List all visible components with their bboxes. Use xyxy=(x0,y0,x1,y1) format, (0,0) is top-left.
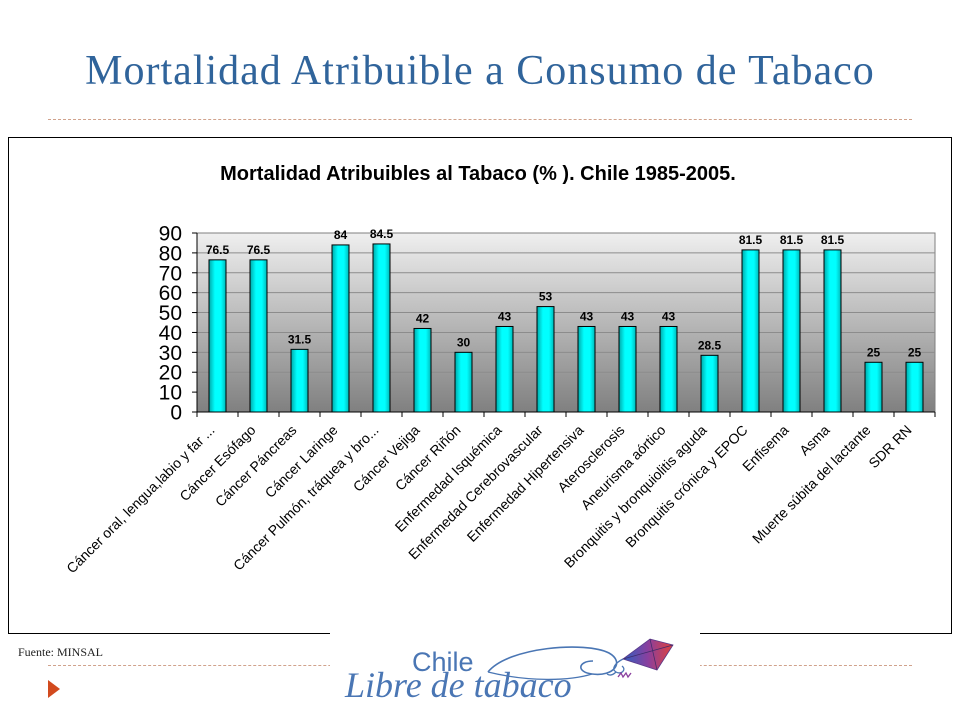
x-tick-label-1: Cáncer oral, lengua,labio y far ... xyxy=(63,422,217,576)
bar-11 xyxy=(618,325,637,413)
data-label-8: 43 xyxy=(498,309,512,323)
logo-text-tagline: Libre de tabaco xyxy=(345,665,572,705)
bar-15 xyxy=(782,249,801,413)
data-label-3: 31.5 xyxy=(288,332,312,346)
kite-spar-vertical xyxy=(649,638,658,671)
data-label-1: 76.5 xyxy=(206,243,230,257)
kite-shape xyxy=(622,638,674,671)
bar-17 xyxy=(864,361,883,413)
bar-13 xyxy=(700,354,719,413)
bar-2 xyxy=(249,259,268,413)
y-tick-label-50: 50 xyxy=(159,302,182,325)
data-label-7: 30 xyxy=(457,335,471,349)
bar-14 xyxy=(741,249,760,413)
bar-4 xyxy=(331,244,350,413)
kite-spar-horizontal xyxy=(622,644,674,660)
logo-text-chile: Chile xyxy=(412,647,474,677)
x-tick-label-18: SDR RN xyxy=(865,422,914,471)
bar-7 xyxy=(454,351,473,413)
kite-tail xyxy=(617,671,632,679)
y-tick-label-0: 0 xyxy=(170,402,182,425)
y-tick-label-20: 20 xyxy=(159,362,182,385)
data-label-6: 42 xyxy=(416,311,430,325)
x-axis-ticks: Cáncer oral, lengua,labio y far ... Cánce… xyxy=(63,412,936,576)
plot-area xyxy=(196,232,936,413)
y-tick-label-10: 10 xyxy=(159,382,182,405)
bar-8 xyxy=(495,325,514,413)
data-label-12: 43 xyxy=(662,309,676,323)
triangle-right-icon xyxy=(48,680,60,698)
logo: Chile Libre de tabaco xyxy=(330,631,700,707)
title-divider xyxy=(48,119,912,120)
bar-chart: Mortalidad Atribuibles al Tabaco (% ). C… xyxy=(63,163,936,576)
bar-12 xyxy=(659,325,678,413)
bars xyxy=(208,243,924,413)
data-label-17: 25 xyxy=(867,345,881,359)
chart-title: Mortalidad Atribuibles al Tabaco (% ). C… xyxy=(220,163,736,185)
bar-9 xyxy=(536,306,555,413)
chart-frame: Mortalidad Atribuibles al Tabaco (% ). C… xyxy=(8,137,952,634)
source-note: Fuente: MINSAL xyxy=(18,645,103,659)
data-label-4: 84 xyxy=(334,228,348,242)
bar-3 xyxy=(290,348,309,413)
data-label-15: 81.5 xyxy=(780,233,804,247)
data-label-10: 43 xyxy=(580,309,594,323)
kite-icon xyxy=(487,638,674,680)
data-label-14: 81.5 xyxy=(739,233,763,247)
x-tick-label-4: Cáncer Laringe xyxy=(262,422,341,501)
kite-string xyxy=(606,658,625,676)
data-label-18: 25 xyxy=(908,345,922,359)
bar-6 xyxy=(413,327,432,413)
data-label-13: 28.5 xyxy=(698,338,722,352)
y-tick-label-40: 40 xyxy=(159,322,182,345)
data-labels: 76.5 76.5 31.5 84 84.5 42 30 43 53 43 43 43 28.5 81.5… xyxy=(206,227,922,359)
bar-5 xyxy=(372,243,391,413)
data-label-2: 76.5 xyxy=(247,243,271,257)
bar-16 xyxy=(823,249,842,413)
data-label-11: 43 xyxy=(621,309,635,323)
y-tick-label-90: 90 xyxy=(159,223,182,246)
bar-10 xyxy=(577,325,596,413)
bar-1 xyxy=(208,259,227,413)
data-label-9: 53 xyxy=(539,290,553,304)
logo-swoosh-upper xyxy=(487,646,618,676)
y-tick-label-60: 60 xyxy=(159,282,182,305)
slide-title: Mortalidad Atribuible a Consumo de Tabac… xyxy=(85,48,875,94)
y-tick-label-70: 70 xyxy=(159,262,182,285)
y-tick-label-30: 30 xyxy=(159,342,182,365)
x-tick-label-16: Asma xyxy=(796,422,833,459)
data-label-16: 81.5 xyxy=(821,233,845,247)
y-tick-label-80: 80 xyxy=(159,242,182,265)
logo-swoosh-lower xyxy=(487,671,593,680)
gridlines xyxy=(197,252,935,393)
bar-18 xyxy=(905,361,924,413)
data-label-5: 84.5 xyxy=(370,227,394,241)
